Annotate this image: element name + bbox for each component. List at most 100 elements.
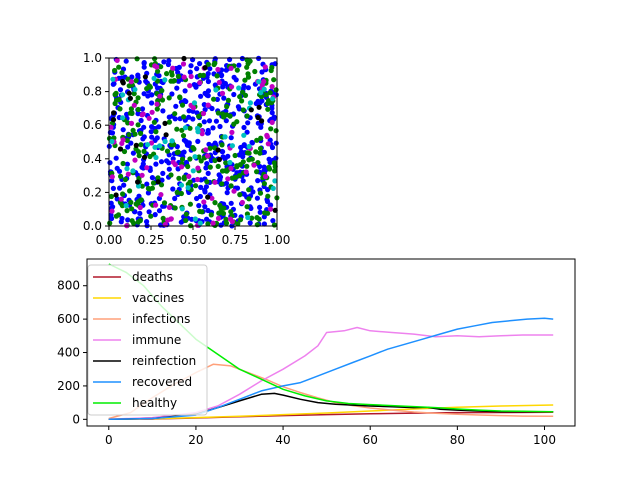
legend: deaths vaccines infections immune reinfectio… [87, 264, 208, 416]
scatter-point-healthy [134, 56, 140, 62]
scatter-point-recovered [205, 78, 211, 85]
scatter-point-healthy [122, 176, 128, 183]
scatter-point-immune [158, 192, 164, 198]
scatter-point-healthy [168, 172, 174, 178]
scatter-point-infected [120, 115, 126, 121]
scatter-point-healthy [271, 222, 277, 228]
scatter-point-immune [109, 174, 115, 180]
scatter-point-recovered [269, 110, 275, 116]
scatter-point-immune [229, 219, 235, 225]
scatter-y-axis: 0.0 0.2 0.4 0.6 0.8 1.0 [83, 51, 109, 233]
scatter-point-immune [108, 124, 114, 130]
scatter-point-healthy [120, 191, 126, 197]
scatter-point-recovered [249, 139, 255, 146]
scatter-point-recovered [223, 118, 229, 124]
scatter-point-immune [210, 220, 216, 226]
legend-label-infections: infections [132, 312, 190, 326]
scatter-point-recovered [197, 193, 203, 200]
legend-label-reinfection: reinfection [132, 354, 196, 368]
scatter-point-recovered [240, 178, 246, 184]
scatter-point-infected [124, 166, 130, 172]
scatter-point-infected [229, 143, 235, 149]
scatter-point-recovered [182, 98, 188, 104]
scatter-point-recovered [183, 139, 189, 145]
scatter-point-recovered [136, 193, 142, 199]
scatter-point-healthy [265, 106, 271, 112]
scatter-point-healthy [224, 104, 230, 110]
scatter-point-healthy [158, 182, 165, 188]
scatter-point-healthy [208, 212, 214, 218]
scatter-point-recovered [261, 214, 267, 220]
scatter-point-healthy [113, 90, 119, 96]
scatter-point-healthy [271, 77, 277, 83]
scatter-point-infected [245, 214, 251, 221]
scatter-point-healthy [258, 135, 264, 141]
scatter-point-healthy [235, 221, 241, 227]
scatter-point-recovered [149, 124, 155, 130]
scatter-point-recovered [160, 108, 166, 114]
scatter-point-infected [236, 85, 242, 91]
scatter-point-recovered [205, 93, 211, 99]
scatter-point-healthy [254, 169, 260, 175]
scatter-point-reinfection [120, 78, 126, 85]
scatter-point-healthy [234, 67, 240, 73]
line-y-tick-label: 600 [57, 312, 80, 326]
scatter-point-healthy [112, 67, 118, 74]
scatter-point-healthy [158, 64, 164, 70]
scatter-point-infected [152, 144, 158, 150]
scatter-point-recovered [182, 88, 188, 94]
scatter-point-healthy [205, 61, 211, 67]
scatter-point-healthy [267, 90, 273, 96]
scatter-point-healthy [268, 67, 274, 74]
scatter-point-recovered [135, 72, 141, 78]
scatter-point-recovered [149, 134, 155, 140]
scatter-point-healthy [125, 120, 131, 126]
scatter-point-reinfection [216, 156, 222, 163]
scatter-point-reinfection [141, 154, 148, 160]
scatter-point-recovered [202, 107, 208, 113]
scatter-point-immune [209, 195, 215, 201]
line-chart: 0 20 40 60 80 100 0 200 400 600 800 deaths vaccine… [57, 258, 576, 447]
scatter-point-healthy [225, 97, 231, 103]
scatter-point-recovered [191, 82, 197, 88]
scatter-point-immune [219, 90, 226, 96]
scatter-point-recovered [190, 116, 196, 122]
scatter-point-healthy [152, 56, 158, 62]
scatter-point-reinfection [205, 194, 211, 200]
scatter-point-recovered [107, 160, 113, 166]
scatter-point-recovered [202, 189, 208, 195]
line-y-tick-label: 0 [72, 412, 80, 426]
scatter-point-infected [270, 96, 276, 102]
scatter-point-healthy [212, 200, 218, 206]
scatter-point-recovered [241, 124, 247, 131]
scatter-point-recovered [257, 204, 263, 210]
scatter-point-recovered [257, 209, 263, 215]
scatter-point-reinfection [255, 114, 261, 121]
scatter-x-axis: 0.00 0.25 0.50 0.75 1.00 [96, 226, 290, 247]
scatter-point-recovered [138, 117, 144, 124]
scatter-point-infected [195, 129, 201, 135]
scatter-point-reinfection [113, 192, 119, 198]
scatter-point-recovered [139, 106, 146, 112]
scatter-point-healthy [211, 61, 217, 68]
scatter-point-immune [188, 73, 194, 80]
scatter-point-infected [222, 134, 228, 140]
scatter-point-recovered [156, 124, 162, 130]
scatter-point-recovered [245, 85, 251, 91]
scatter-point-recovered [210, 125, 216, 131]
scatter-point-immune [139, 172, 145, 178]
scatter-point-recovered [175, 69, 181, 75]
scatter-point-infected [241, 132, 247, 138]
scatter-point-recovered [206, 141, 212, 147]
scatter-point-infected [256, 79, 262, 85]
scatter-point-immune [166, 204, 172, 210]
scatter-point-healthy [151, 119, 157, 125]
scatter-point-recovered [152, 212, 158, 218]
scatter-point-healthy [128, 199, 134, 205]
scatter-point-infected [246, 143, 252, 150]
scatter-point-recovered [250, 189, 256, 195]
scatter-point-immune [109, 208, 115, 214]
scatter-point-healthy [116, 64, 122, 70]
scatter-point-healthy [179, 102, 186, 108]
scatter-point-recovered [160, 170, 166, 176]
